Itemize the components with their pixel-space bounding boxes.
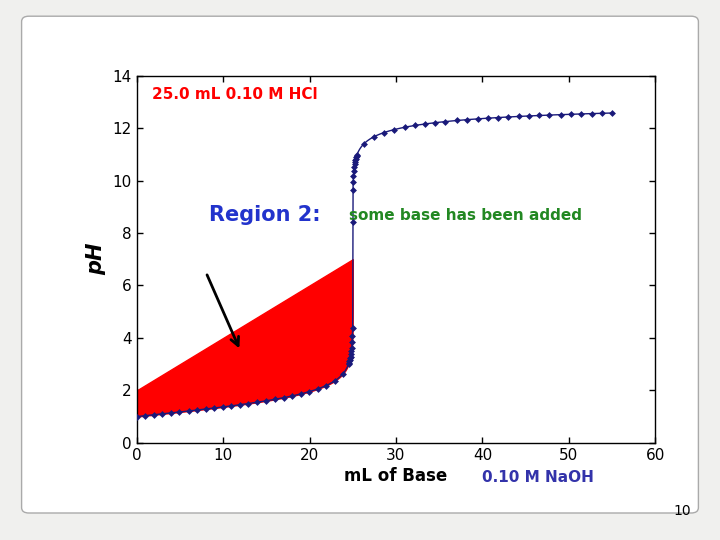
Y-axis label: pH: pH (86, 243, 106, 275)
Text: some base has been added: some base has been added (349, 208, 582, 222)
Text: 0.10 M NaOH: 0.10 M NaOH (482, 470, 594, 485)
Text: Region 2:: Region 2: (210, 205, 321, 225)
Text: 10: 10 (674, 504, 691, 518)
FancyBboxPatch shape (22, 16, 698, 513)
X-axis label: mL of Base: mL of Base (344, 467, 448, 485)
Text: 25.0 mL 0.10 M HCl: 25.0 mL 0.10 M HCl (153, 86, 318, 102)
